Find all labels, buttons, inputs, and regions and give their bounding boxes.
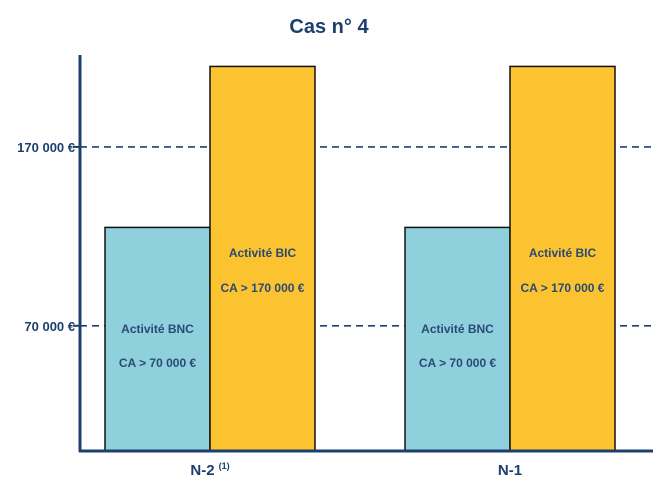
bar-label-1-1-1: CA > 170 000 €	[521, 281, 605, 295]
bar-0-1	[209, 65, 316, 452]
bar-1-0	[404, 226, 511, 452]
bar-label-1-0-1: CA > 70 000 €	[419, 356, 497, 370]
bar-label-1-1-0: Activité BIC	[529, 246, 597, 260]
bar-0-0	[104, 226, 211, 452]
bar-label-0-1-1: CA > 170 000 €	[221, 281, 305, 295]
bar-label-1-0-0: Activité BNC	[421, 322, 494, 336]
x-tick-label-1: N-1	[498, 462, 522, 477]
bar-label-0-1-0: Activité BIC	[229, 246, 297, 260]
chart-title: Cas n° 4	[289, 16, 369, 38]
reference-label-1: 170 000 €	[17, 140, 75, 155]
x-tick-label-0: N-2 (1)	[190, 461, 229, 477]
bar-label-0-0-0: Activité BNC	[121, 322, 194, 336]
bar-1-1	[509, 65, 616, 452]
x-tick-footnote-0: (1)	[219, 461, 230, 471]
reference-label-0: 70 000 €	[24, 319, 75, 334]
bar-label-0-0-1: CA > 70 000 €	[119, 356, 197, 370]
